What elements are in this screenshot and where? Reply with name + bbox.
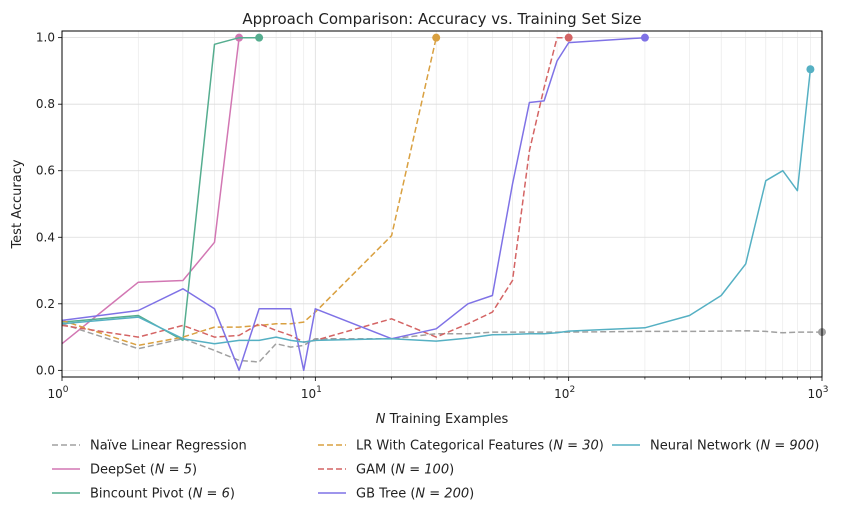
legend-label: GB Tree (N = 200) [356, 487, 474, 502]
x-tick-label-base: 10 [301, 387, 316, 401]
legend-label-close: ) [449, 463, 454, 478]
legend-label: DeepSet (N = 5) [90, 463, 197, 478]
legend-label: LR With Categorical Features (N = 30) [356, 439, 604, 454]
legend-label: Bincount Pivot (N = 6) [90, 487, 235, 502]
legend-label-close: ) [230, 487, 235, 502]
x-tick-label-exp: 2 [569, 385, 575, 395]
legend-label-main: Bincount Pivot ( [90, 487, 193, 502]
series-0 [62, 323, 826, 363]
series-end-point [564, 33, 573, 42]
series-6 [62, 65, 815, 345]
legend-item: LR With Categorical Features (N = 30) [318, 439, 604, 454]
plot-frame [61, 30, 823, 378]
x-axis-label: N Training Examples [376, 412, 509, 427]
series-line [62, 36, 645, 372]
y-tick-label: 0.4 [36, 230, 55, 244]
series-4 [62, 33, 573, 343]
x-tick-label-exp: 3 [823, 385, 829, 395]
legend-item: GAM (N = 100) [318, 463, 454, 478]
y-tick-label: 0.0 [36, 363, 55, 377]
y-tick-label: 0.8 [36, 97, 55, 111]
x-tick-label-exp: 1 [316, 385, 322, 395]
y-tick-label: 1.0 [36, 31, 55, 45]
plot-series [62, 33, 826, 372]
x-tick-label: 100 [47, 385, 68, 401]
legend-label: Naïve Linear Regression [90, 439, 247, 454]
legend-label-close: ) [814, 439, 819, 454]
legend-label-main: Naïve Linear Regression [90, 439, 247, 454]
x-tick-label-base: 10 [807, 387, 822, 401]
legend-label-main: GB Tree ( [356, 487, 415, 502]
legend-label-main: Neural Network ( [650, 439, 761, 454]
series-end-point [640, 33, 649, 42]
x-axis-label-text: Training Examples [386, 412, 509, 427]
series-end-point [806, 65, 815, 74]
x-tick-label: 101 [301, 385, 322, 401]
series-line [62, 69, 812, 345]
legend-label-main: LR With Categorical Features ( [356, 439, 553, 454]
x-tick-label-base: 10 [47, 387, 62, 401]
legend-item: Neural Network (N = 900) [612, 439, 819, 454]
y-tick-label: 0.2 [36, 297, 55, 311]
legend-label-note: N = 100 [395, 463, 449, 478]
legend-label: Neural Network (N = 900) [650, 439, 819, 454]
legend-label-note: N = 900 [761, 439, 815, 454]
legend-item: GB Tree (N = 200) [318, 487, 474, 502]
series-end-point [255, 33, 264, 42]
legend-item: Bincount Pivot (N = 6) [52, 487, 235, 502]
legend-label-close: ) [599, 439, 604, 454]
x-tick-label-exp: 0 [63, 385, 69, 395]
legend-label: GAM (N = 100) [356, 463, 454, 478]
series-3 [62, 33, 441, 347]
series-end-point [432, 33, 441, 42]
legend-label-note: N = 200 [415, 487, 469, 502]
legend-label-main: DeepSet ( [90, 463, 155, 478]
x-tick-label-base: 10 [554, 387, 569, 401]
legend-label-close: ) [469, 487, 474, 502]
series-line [62, 37, 240, 345]
x-tick-label: 102 [554, 385, 575, 401]
x-axis-label-var: N [376, 412, 386, 427]
y-axis-label: Test Accuracy [10, 159, 25, 249]
chart-title: Approach Comparison: Accuracy vs. Traini… [242, 10, 641, 28]
series-line [62, 37, 437, 347]
legend-item: DeepSet (N = 5) [52, 463, 197, 478]
series-2 [62, 33, 264, 342]
series-line [62, 36, 260, 342]
x-tick-label: 103 [807, 385, 828, 401]
legend-label-note: N = 5 [155, 463, 192, 478]
series-5 [62, 33, 649, 372]
legend-label-close: ) [192, 463, 197, 478]
legend-label-note: N = 6 [193, 487, 230, 502]
series-line [62, 323, 822, 363]
legend-label-main: GAM ( [356, 463, 395, 478]
legend-item: Naïve Linear Regression [52, 439, 247, 454]
legend-label-note: N = 30 [553, 439, 598, 454]
series-1 [62, 33, 244, 345]
y-tick-label: 0.6 [36, 164, 55, 178]
